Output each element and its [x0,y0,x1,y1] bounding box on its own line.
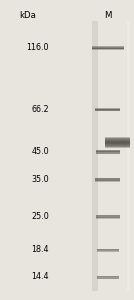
Bar [97,278,119,279]
Bar [95,178,120,179]
Bar [97,277,119,278]
Bar [105,140,134,141]
Bar [97,249,119,250]
Text: M: M [104,11,112,20]
Bar [97,276,119,277]
Bar [96,152,120,153]
Bar [97,275,119,276]
Bar [97,277,119,278]
Bar [105,146,134,147]
Bar [105,141,134,142]
Bar [105,139,134,140]
Bar [92,47,124,48]
Bar [96,216,120,217]
Bar [105,143,134,144]
Bar [95,180,120,181]
Bar [97,278,119,279]
Bar [95,179,120,180]
Bar [92,49,124,50]
Bar [92,49,124,50]
Bar [96,216,120,217]
Bar [105,140,134,141]
Bar [105,145,134,146]
Bar [105,137,134,138]
Bar [105,146,134,147]
Bar [97,248,119,249]
Bar [97,249,119,250]
Bar [97,250,119,251]
Bar [97,251,119,252]
Bar [95,181,120,182]
Bar [95,109,120,110]
Bar [92,47,124,48]
Bar [105,144,134,145]
Bar [96,153,120,154]
Bar [105,145,134,146]
Bar [105,147,134,148]
Bar [92,48,124,49]
Bar [98,21,130,291]
Bar [96,152,120,153]
Bar [105,138,134,139]
Bar [105,142,134,143]
Bar [97,276,119,277]
Bar [105,139,134,140]
Bar [96,151,120,152]
Bar [92,46,124,47]
Bar [96,215,120,216]
Bar [95,108,120,109]
Bar [105,141,134,142]
Bar [92,46,124,47]
Bar [96,153,120,154]
Bar [105,143,134,144]
Bar [95,110,120,111]
Bar [97,250,119,251]
Bar [92,48,124,49]
Bar [96,215,120,216]
Bar [105,138,134,139]
Bar [96,217,120,218]
Bar [92,21,127,291]
Text: kDa: kDa [19,11,36,20]
Bar [105,144,134,145]
Bar [96,150,120,151]
Bar [95,108,120,109]
Bar [97,251,119,252]
